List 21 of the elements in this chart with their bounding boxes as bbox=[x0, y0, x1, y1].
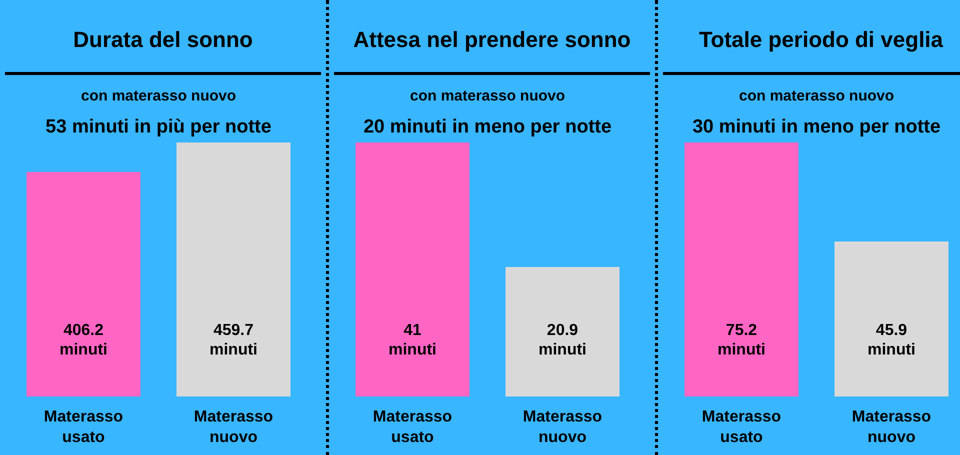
text: 30 minuti in meno per notte bbox=[692, 116, 941, 138]
data-label: 20.9 minuti bbox=[538, 322, 587, 358]
data-label: 41 minuti bbox=[388, 322, 437, 358]
x-tick-label: Materasso usato bbox=[372, 408, 452, 446]
data-label: 75.2 minuti bbox=[718, 322, 766, 358]
x-tick-label: Materasso usato bbox=[702, 408, 782, 446]
x-tick-label: Materasso nuovo bbox=[194, 408, 274, 446]
chart-subtitle: con materasso nuovo bbox=[738, 88, 894, 104]
chart-title: Totale periodo di veglia bbox=[698, 26, 944, 54]
data-label: 459.7 minuti bbox=[210, 322, 258, 358]
data-label: 406.2 minuti bbox=[60, 322, 108, 358]
chart-subtitle: con materasso nuovo bbox=[410, 88, 566, 104]
chart-title: Durata del sonno bbox=[73, 26, 253, 54]
x-tick-label: Materasso nuovo bbox=[852, 408, 932, 446]
text: 53 minuti in più per notte bbox=[46, 116, 272, 138]
text: 20 minuti in meno per notte bbox=[363, 116, 612, 138]
data-label: 45.9 minuti bbox=[868, 322, 916, 358]
chart-title: Attesa nel prendere sonno bbox=[353, 26, 631, 54]
x-tick-label: Materasso nuovo bbox=[522, 408, 602, 446]
chart-subtitle: con materasso nuovo bbox=[80, 88, 236, 104]
x-tick-label: Materasso usato bbox=[44, 408, 124, 446]
